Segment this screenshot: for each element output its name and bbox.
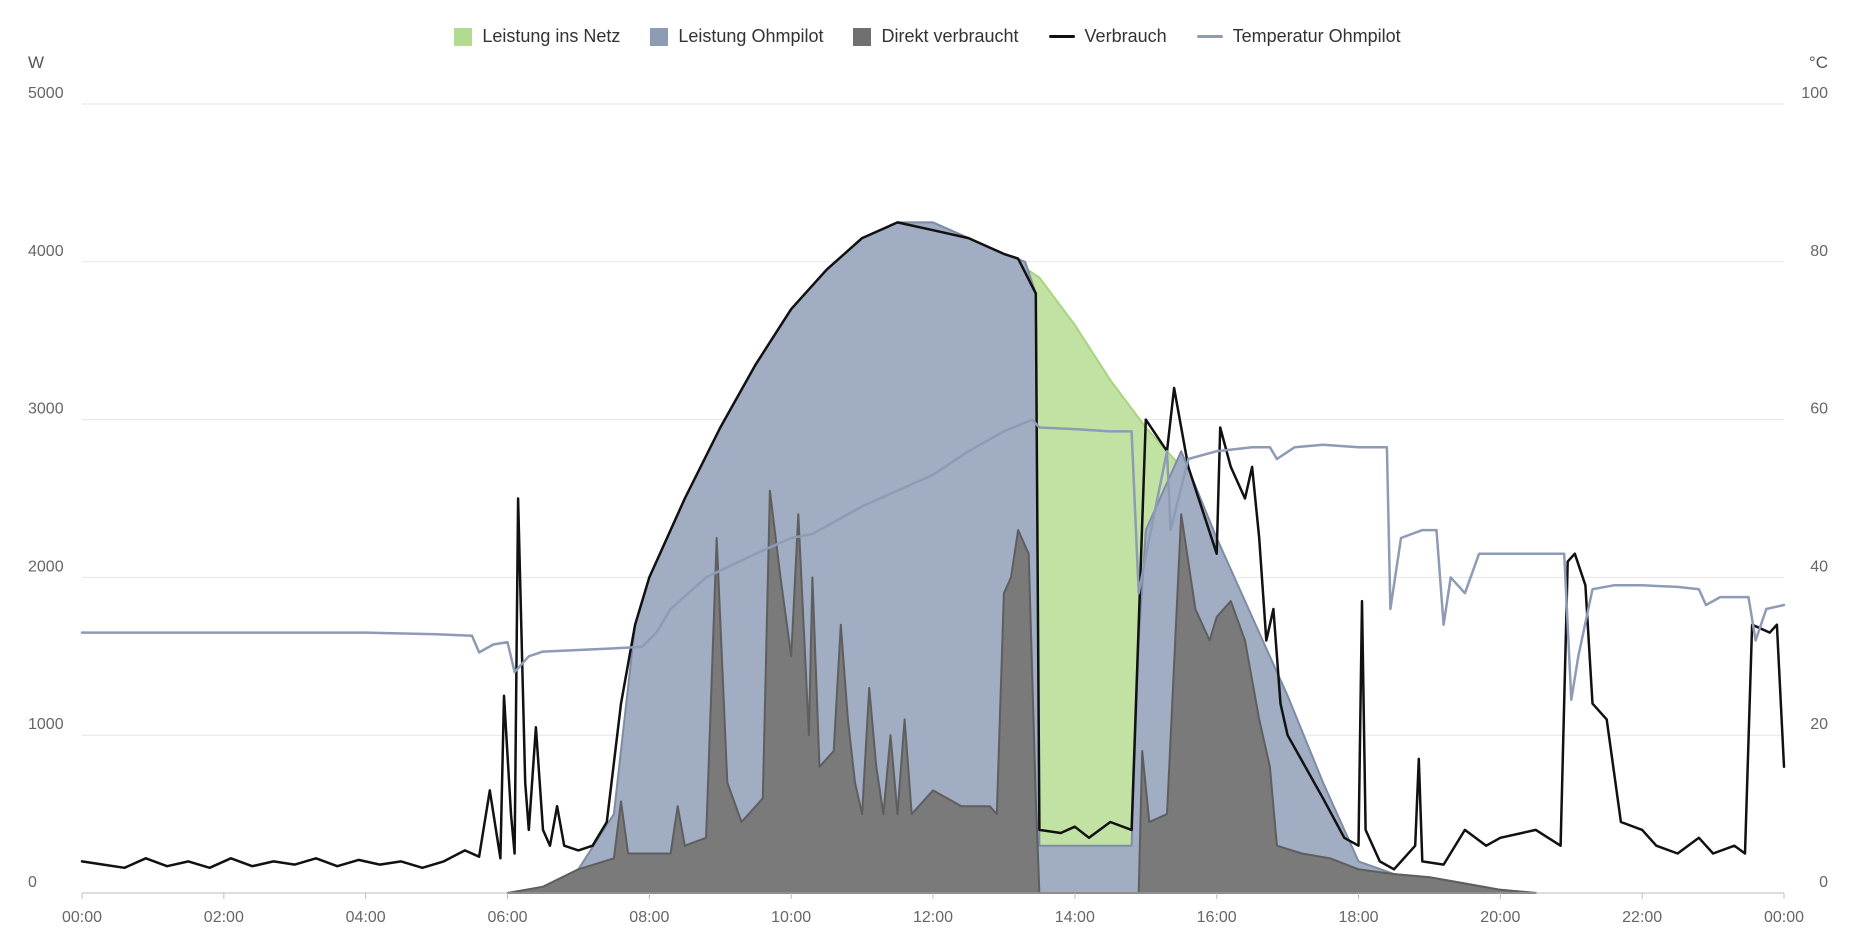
legend: Leistung ins Netz Leistung Ohmpilot Direkt… [0, 26, 1855, 47]
x-tick-label: 06:00 [487, 909, 527, 926]
y-left-tick-label: 0 [28, 874, 37, 891]
y-left-tick-label: 4000 [28, 243, 64, 260]
legend-swatch [1196, 35, 1223, 38]
legend-label: Verbrauch [1084, 26, 1167, 46]
legend-swatch [650, 27, 669, 46]
axis-layer: 0 0 1000 20 2000 40 3000 60 4000 80 5000 100 W °C 00:0… [28, 53, 1828, 926]
legend-label: Leistung ins Netz [482, 26, 621, 46]
x-tick-label: 10:00 [771, 909, 811, 926]
line-layer [80, 221, 1786, 871]
area-direkt-verbraucht [506, 489, 1537, 894]
legend-item[interactable]: Verbrauch [1048, 26, 1167, 47]
y-right-tick-label: 60 [1810, 401, 1828, 418]
legend-item[interactable]: Leistung ins Netz [454, 26, 620, 47]
legend-label: Direkt verbraucht [881, 26, 1019, 46]
y-left-tick-label: 3000 [28, 401, 64, 418]
y-right-tick-label: 100 [1801, 85, 1828, 102]
y-right-tick-label: 40 [1810, 558, 1828, 575]
x-tick-label: 08:00 [629, 909, 669, 926]
legend-label: Temperatur Ohmpilot [1232, 26, 1401, 46]
legend-item[interactable]: Direkt verbraucht [853, 26, 1019, 47]
x-tick-label: 00:00 [1764, 909, 1804, 926]
y-left-unit-label: W [28, 53, 44, 72]
x-tick-label: 16:00 [1197, 909, 1237, 926]
y-left-tick-label: 1000 [28, 716, 64, 733]
x-tick-label: 12:00 [913, 909, 953, 926]
x-tick-label: 20:00 [1480, 909, 1520, 926]
x-tick-label: 14:00 [1055, 909, 1095, 926]
line-temperatur-ohmpilot [80, 418, 1786, 701]
legend-item[interactable]: Temperatur Ohmpilot [1196, 26, 1401, 47]
y-left-tick-label: 2000 [28, 558, 64, 575]
y-left-tick-label: 5000 [28, 85, 64, 102]
x-tick-label: 22:00 [1622, 909, 1662, 926]
y-right-tick-label: 20 [1810, 716, 1828, 733]
legend-item[interactable]: Leistung Ohmpilot [650, 26, 823, 47]
area-layer [506, 221, 1537, 894]
x-tick-label: 18:00 [1338, 909, 1378, 926]
y-right-tick-label: 0 [1819, 874, 1828, 891]
legend-label: Leistung Ohmpilot [678, 26, 824, 46]
line-verbrauch [80, 221, 1786, 871]
x-tick-label: 00:00 [62, 909, 102, 926]
y-right-tick-label: 80 [1810, 243, 1828, 260]
legend-swatch [454, 27, 473, 46]
x-tick-label: 04:00 [346, 909, 386, 926]
x-tick-label: 02:00 [204, 909, 244, 926]
legend-swatch [1048, 35, 1075, 38]
legend-swatch [853, 27, 872, 46]
y-right-unit-label: °C [1809, 53, 1828, 72]
